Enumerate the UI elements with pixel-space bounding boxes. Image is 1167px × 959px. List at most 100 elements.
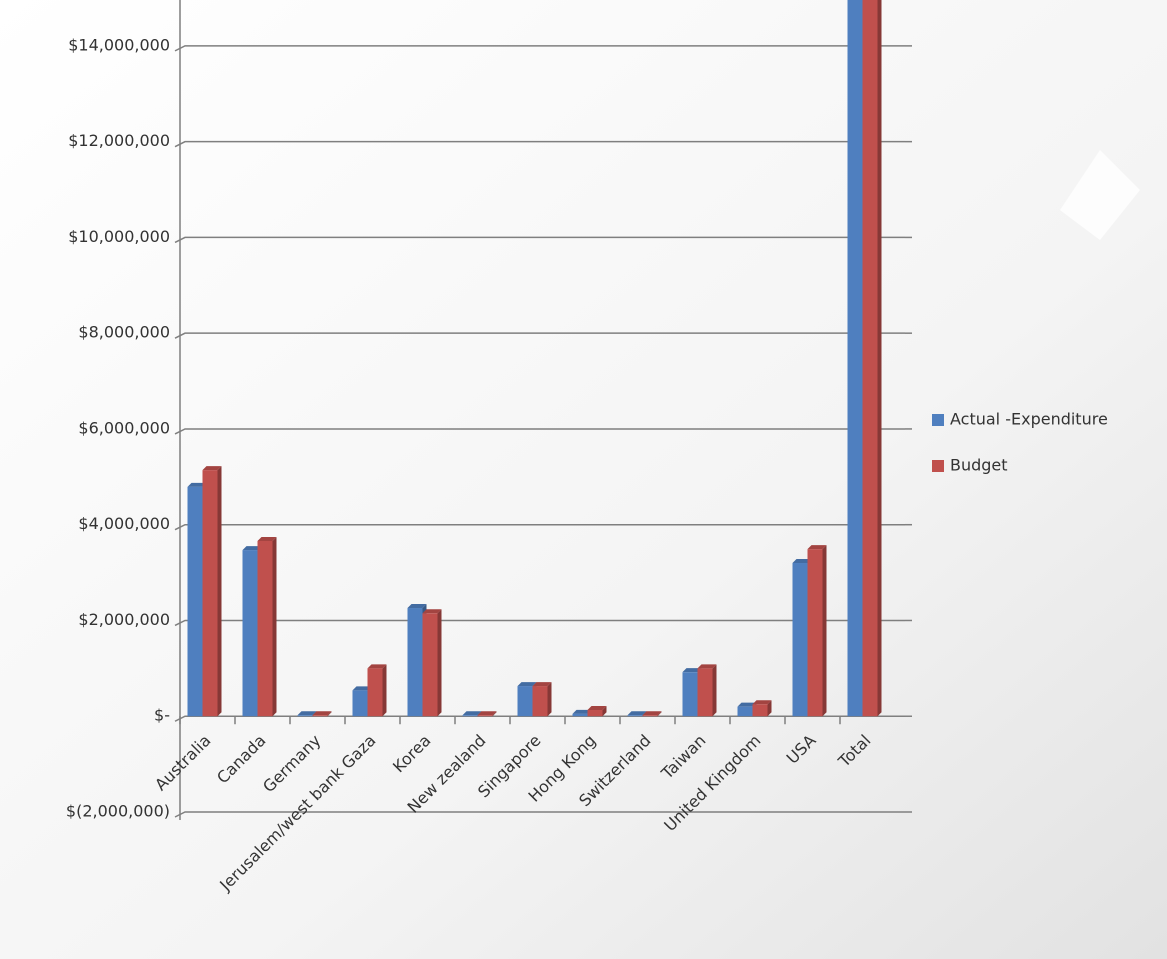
bar-top	[297, 711, 317, 716]
bar-front	[862, 0, 878, 717]
y-tick-label: $8,000,000	[78, 323, 170, 342]
bar	[752, 700, 772, 717]
bar-top	[587, 706, 607, 711]
bar	[367, 664, 387, 717]
bar	[422, 609, 442, 717]
bar-top	[807, 545, 827, 550]
bar-front	[532, 686, 548, 717]
bar	[807, 545, 827, 717]
legend-label: Actual -Expenditure	[950, 410, 1108, 429]
bar-top	[792, 559, 812, 564]
bar-front	[407, 608, 423, 717]
bar-side	[602, 706, 607, 717]
bar-side	[822, 545, 827, 717]
bar-front	[202, 470, 218, 717]
legend-swatch	[932, 460, 944, 472]
bar-side	[657, 711, 662, 717]
bar-top	[257, 536, 277, 541]
bar-front	[367, 668, 383, 717]
grid-line	[174, 619, 905, 627]
y-tick-label: $-	[154, 706, 170, 725]
grid-line	[174, 811, 905, 818]
bar	[477, 711, 497, 717]
bar-front	[737, 706, 753, 717]
bar-side	[382, 664, 387, 717]
bar-side	[327, 711, 332, 717]
bar-top	[202, 466, 222, 471]
bar-top	[462, 711, 482, 716]
y-tick-label: $2,000,000	[78, 610, 170, 629]
bar-side	[712, 664, 717, 717]
bar-front	[627, 715, 643, 717]
bar	[257, 536, 277, 717]
bar-side	[547, 682, 552, 717]
y-tick-label: $6,000,000	[78, 418, 170, 437]
bar-front	[792, 563, 808, 717]
y-tick-label: $4,000,000	[78, 514, 170, 533]
bar-front	[312, 715, 328, 717]
bar-top	[477, 711, 497, 716]
bar	[312, 711, 332, 717]
bar	[587, 706, 607, 717]
grid-line	[174, 523, 905, 531]
bar-front	[297, 715, 313, 717]
grid-line	[174, 140, 905, 148]
bar-front	[572, 713, 588, 717]
bar-top	[187, 482, 207, 487]
bar-top	[367, 664, 387, 669]
bar-top	[242, 546, 262, 551]
bar-top	[682, 668, 702, 673]
y-tick-label: $10,000,000	[68, 227, 170, 246]
bar-top	[407, 604, 427, 609]
bar	[862, 0, 882, 717]
bar-front	[752, 704, 768, 717]
bar-top	[752, 700, 772, 705]
bar-front	[352, 690, 368, 717]
bar-top	[627, 711, 647, 716]
bar-top	[422, 609, 442, 614]
bar-front	[642, 715, 658, 717]
bar-front	[477, 715, 493, 717]
bar-front	[697, 668, 713, 717]
bar-side	[437, 609, 442, 717]
bar-top	[737, 702, 757, 707]
bar-front	[517, 686, 533, 717]
decoration	[1060, 150, 1140, 240]
legend-swatch	[932, 414, 944, 426]
bar-front	[807, 549, 823, 717]
grid-line	[174, 428, 905, 435]
bar-side	[217, 466, 222, 717]
legend-label: Budget	[950, 456, 1008, 475]
bar-front	[682, 672, 698, 717]
bar-top	[312, 711, 332, 716]
bar-front	[587, 710, 603, 717]
bar	[202, 466, 222, 717]
y-tick-label: $(2,000,000)	[66, 802, 170, 821]
bar	[642, 711, 662, 717]
bar-front	[242, 550, 258, 717]
bar-front	[257, 540, 273, 717]
y-tick-label: $14,000,000	[68, 35, 170, 54]
grid-line	[174, 332, 905, 339]
bar	[697, 664, 717, 717]
bar	[532, 682, 552, 717]
bar-top	[532, 682, 552, 687]
bar-side	[877, 0, 882, 717]
bar-front	[462, 715, 478, 717]
bar-top	[642, 711, 662, 716]
bar-front	[187, 486, 203, 717]
bar-top	[352, 686, 372, 691]
bar-side	[492, 711, 497, 717]
bar-front	[422, 613, 438, 717]
bar-top	[572, 709, 592, 714]
grid-line	[174, 45, 905, 52]
grid-line	[174, 715, 905, 722]
y-tick-label: $12,000,000	[68, 131, 170, 150]
bar-side	[767, 700, 772, 717]
bar-front	[847, 0, 863, 717]
bar-top	[697, 664, 717, 669]
bar-top	[517, 682, 537, 687]
grid-line	[174, 236, 905, 244]
